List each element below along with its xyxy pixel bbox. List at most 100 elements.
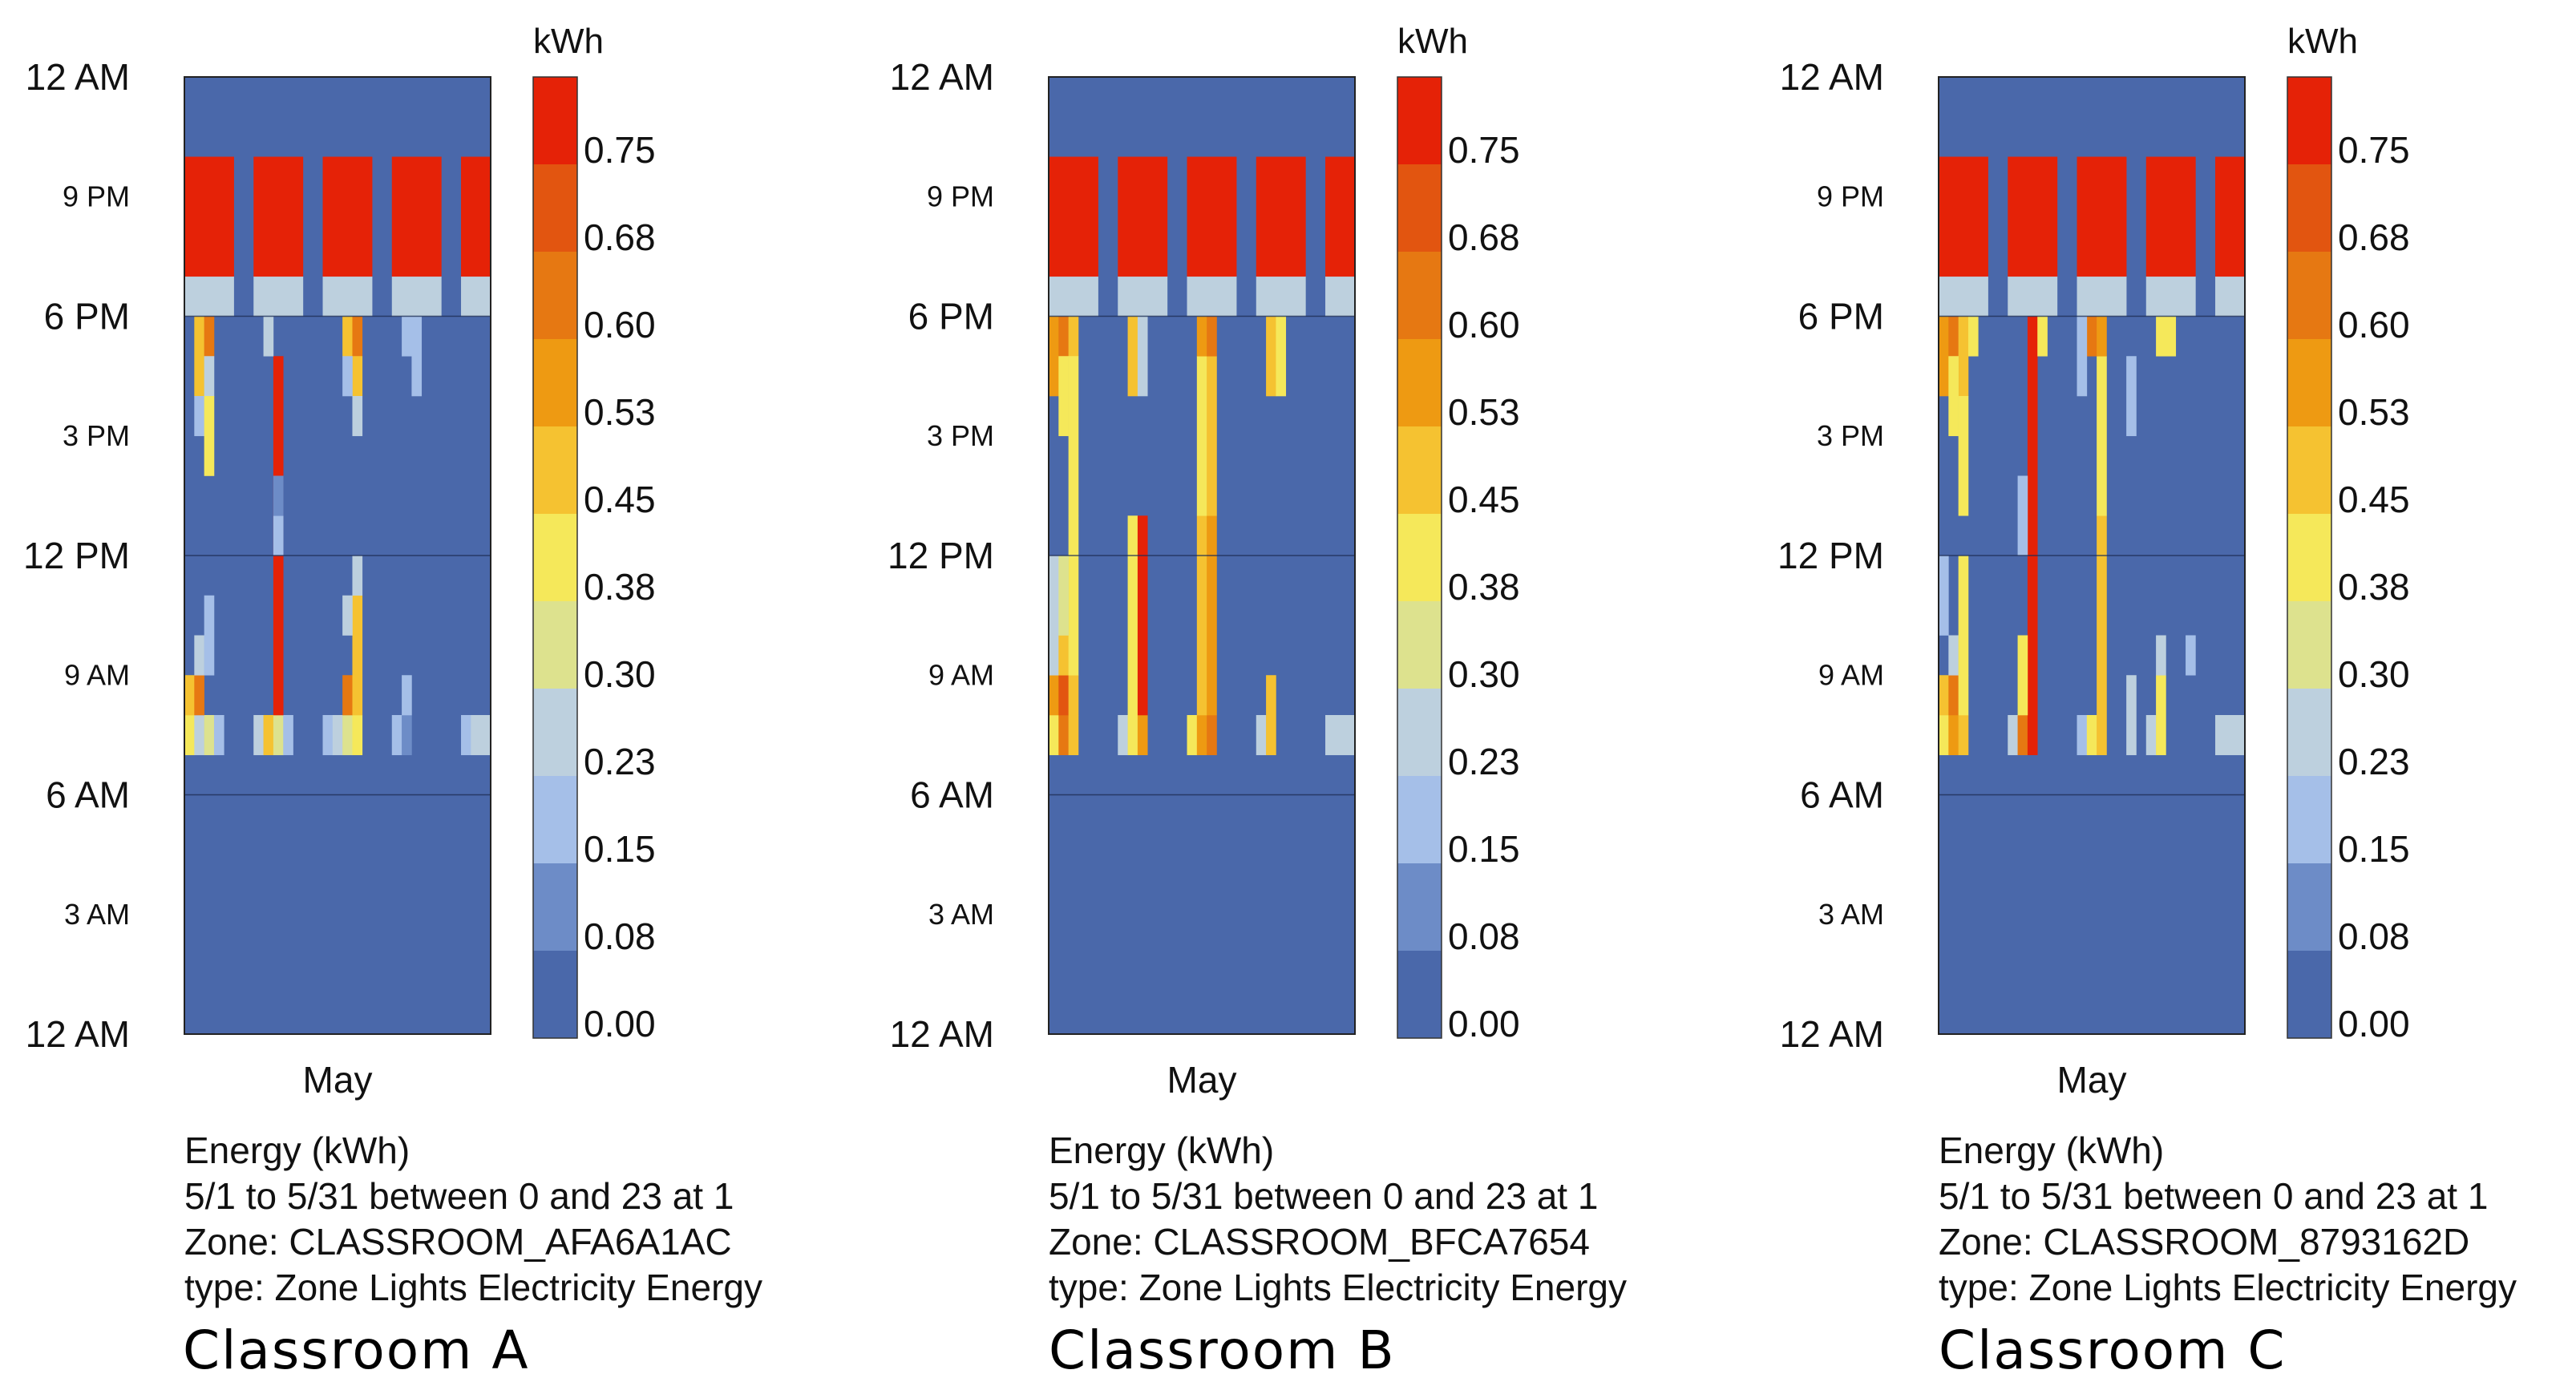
y-tick-label: 12 PM (888, 535, 994, 576)
heatmap-cell (204, 396, 215, 476)
colorbar-swatch (2287, 776, 2331, 864)
heatmap-cell (2156, 635, 2166, 676)
panel-title: Classroom A (183, 1319, 530, 1381)
y-tick-label: 12 PM (23, 535, 130, 576)
heatmap-cell (184, 156, 234, 277)
heatmap-cell (352, 316, 363, 357)
colorbar-tick-label: 0.45 (2338, 479, 2410, 520)
heatmap-cell (2008, 715, 2018, 756)
heatmap-cell (352, 396, 363, 437)
heatmap-cell (2156, 316, 2177, 357)
colorbar-tick-label: 0.53 (1448, 391, 1520, 433)
heatmap-cell (1325, 715, 1356, 756)
caption-line: Energy (kWh) (1939, 1129, 2164, 1171)
colorbar-frame (2287, 76, 2332, 1039)
colorbar-swatch (2287, 426, 2331, 515)
heatmap-panel-3: 12 AM 9 PM 6 PM 3 PM 12 PM 9 AM 6 AM 3 AM 12 AM M… (1777, 22, 2517, 1381)
heatmap-cell (1948, 316, 1959, 357)
heatmap-cell (263, 715, 274, 756)
heatmap-cell (1958, 715, 1969, 756)
caption-line: Energy (kWh) (1049, 1129, 1274, 1171)
y-tick-label: 9 AM (928, 658, 994, 691)
heatmap-cell (1068, 675, 1079, 716)
colorbar: 0.75 0.68 0.60 0.53 0.45 0.38 0.30 0.23 0.15 0.08… (2287, 22, 2410, 1045)
heatmap-cell (1196, 316, 1207, 357)
colorbar-swatch (533, 426, 577, 515)
heatmap-cell (2145, 715, 2157, 756)
heatmap-cell (1127, 316, 1138, 397)
heatmap-cell (342, 356, 353, 397)
y-tick-label: 3 PM (63, 419, 130, 452)
heatmap-cell (1058, 635, 1069, 676)
heatmap-cell (1948, 675, 1959, 716)
colorbar-tick-label: 0.45 (584, 479, 656, 520)
heatmap-cell (1207, 715, 1217, 756)
heatmap-cell (253, 715, 264, 756)
panel-title: Classroom C (1939, 1319, 2286, 1381)
colorbar-swatch (2287, 601, 2331, 689)
heatmap-cell (402, 715, 412, 756)
heatmap-cell (2097, 515, 2107, 756)
heatmap-cell (1058, 715, 1069, 756)
heatmap-cell (1256, 276, 1306, 317)
y-tick-label: 3 PM (927, 419, 994, 452)
colorbar: 0.75 0.68 0.60 0.53 0.45 0.38 0.30 0.23 0.15 0.08… (532, 22, 656, 1045)
heatmap-cell (1127, 715, 1138, 756)
heatmap-cell (2186, 635, 2196, 676)
heatmap-cell (461, 276, 491, 317)
heatmap-cell (1049, 675, 1059, 716)
heatmap-cell (471, 715, 491, 756)
heatmap-cell (1058, 675, 1069, 716)
colorbar-tick-label: 0.60 (2338, 304, 2410, 345)
heatmap-cell (2086, 715, 2097, 756)
heatmap-cell (2086, 316, 2097, 357)
x-month-label: May (2057, 1059, 2127, 1101)
heatmap-cell (1948, 715, 1959, 756)
heatmap-cell (342, 595, 353, 636)
y-tick-label: 3 AM (1818, 898, 1884, 931)
heatmap-cell (273, 715, 284, 756)
y-tick-label: 12 AM (890, 1013, 994, 1055)
colorbar-unit-label: kWh (1397, 22, 1468, 61)
colorbar-tick-label: 0.00 (584, 1003, 656, 1045)
heatmap-cell (402, 316, 412, 357)
heatmap-cell (2097, 316, 2107, 357)
heatmap-cell (1187, 156, 1237, 277)
colorbar-swatch (1397, 776, 1442, 864)
colorbar-swatch (533, 514, 577, 602)
heatmap-cell (263, 316, 274, 357)
colorbar-tick-label: 0.15 (2338, 828, 2410, 870)
heatmap-cell (1137, 515, 1148, 716)
colorbar-swatch (2287, 514, 2331, 602)
y-tick-label: 9 AM (1818, 658, 1884, 691)
heatmap-cell (1939, 556, 1949, 636)
heatmap-cell (204, 715, 215, 756)
heatmap-cell (322, 276, 373, 317)
heatmap-cell (1207, 316, 1217, 357)
panel-title: Classroom B (1049, 1319, 1396, 1381)
heatmap-cell (1939, 276, 1988, 317)
y-tick-label: 3 PM (1817, 419, 1884, 452)
heatmap-cell (2037, 316, 2048, 357)
y-tick-label: 9 PM (1817, 180, 1884, 212)
heatmap-cell (1266, 316, 1276, 397)
colorbar-swatch (1397, 863, 1442, 952)
colorbar-tick-label: 0.30 (2338, 653, 2410, 695)
heatmap-cell (273, 515, 284, 556)
heatmap-cell (1049, 715, 1059, 756)
colorbar-tick-label: 0.53 (2338, 391, 2410, 433)
heatmap-cell (2145, 276, 2196, 317)
colorbar-tick-label: 0.53 (584, 391, 656, 433)
heatmap-cell (1049, 316, 1059, 397)
heatmap-cell (2077, 156, 2127, 277)
heatmap-cell (352, 675, 363, 716)
heatmap-cell (2145, 156, 2196, 277)
y-tick-label: 6 AM (910, 774, 994, 816)
heatmap-cell (2017, 475, 2028, 556)
colorbar-tick-label: 0.30 (584, 653, 656, 695)
heatmap-cell (2027, 515, 2038, 756)
heatmap-cell (1939, 316, 1949, 397)
colorbar-swatch (2287, 689, 2331, 777)
heatmap-cell (1958, 396, 1969, 516)
